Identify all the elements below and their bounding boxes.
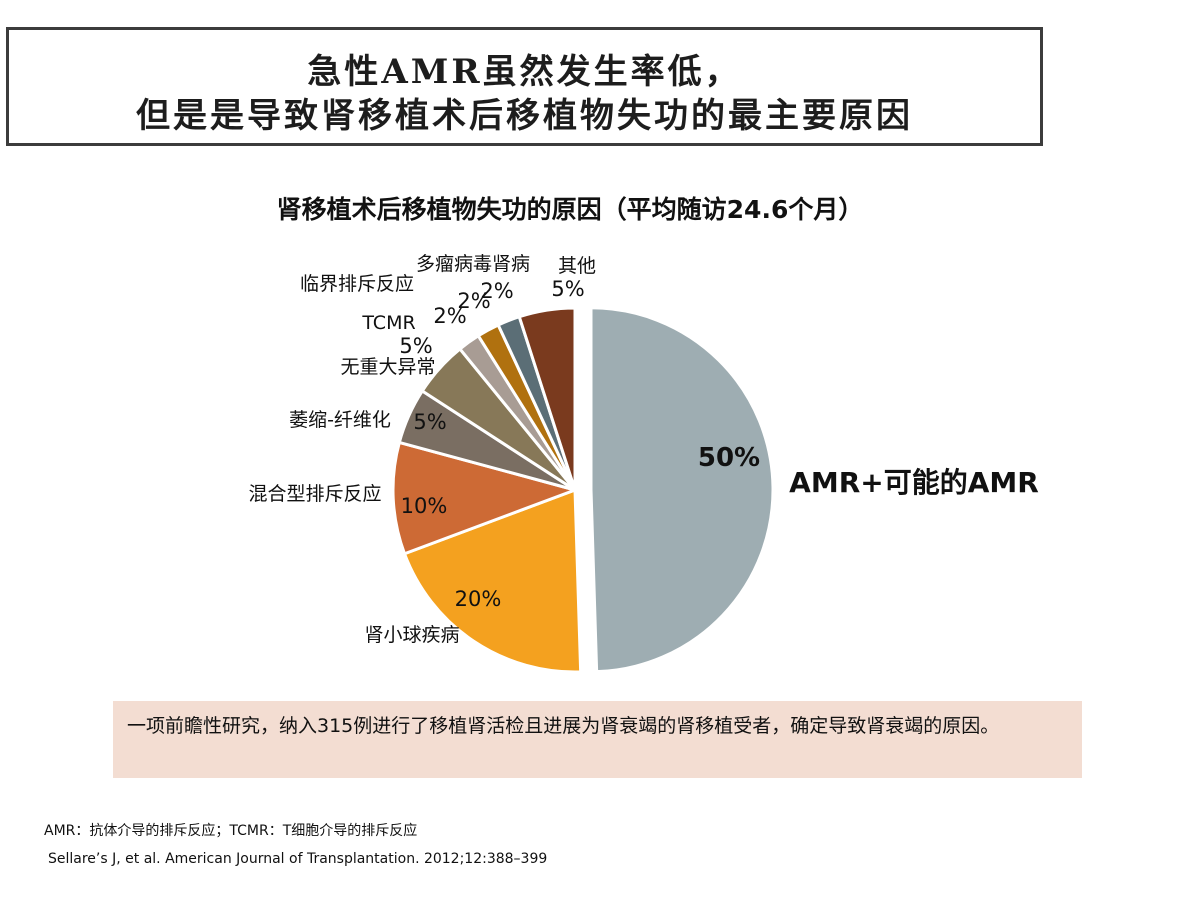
study-description-text: 一项前瞻性研究，纳入315例进行了移植肾活检且进展为肾衰竭的肾移植受者，确定导致… [127, 715, 1000, 737]
pie-slice-2 [402, 487, 583, 674]
slice-value-label-7: 2% [457, 289, 490, 313]
abbreviation-footnote: AMR：抗体介导的排斥反应；TCMR：T细胞介导的排斥反应 [44, 823, 418, 839]
slice-value-label-9: 5% [551, 277, 584, 301]
slice-category-label-4: 萎缩-纤维化 [289, 409, 391, 431]
reference-footnote: Sellare’s J, et al. American Journal of … [48, 851, 548, 867]
title-box: 急性AMR虽然发生率低， 但是是导致肾移植术后移植物失功的最主要原因 [6, 27, 1043, 146]
slice-value-label-6: 2% [433, 304, 466, 328]
slice-value-label-8: 2% [480, 279, 513, 303]
study-description-box: 一项前瞻性研究，纳入315例进行了移植肾活检且进展为肾衰竭的肾移植受者，确定导致… [113, 701, 1082, 778]
slice-value-label-3: 10% [401, 494, 448, 518]
slice-value-label-1: 50% [698, 443, 760, 473]
slice-category-label-7: 临界排斥反应 [300, 273, 414, 295]
slice-category-label-3: 混合型排斥反应 [248, 483, 381, 505]
slide-title-line-2: 但是是导致肾移植术后移植物失功的最主要原因 [136, 96, 913, 136]
slice-category-label-5: 无重大异常 [340, 356, 435, 378]
slice-value-label-5: 5% [399, 334, 432, 358]
chart-title: 肾移植术后移植物失功的原因（平均随访24.6个月） [276, 195, 864, 224]
slice-value-label-4: 5% [413, 410, 446, 434]
slice-category-label-1: AMR+可能的AMR [789, 466, 1039, 499]
slice-value-label-2: 20% [455, 587, 502, 611]
slice-category-label-9: 其他 [558, 255, 596, 277]
slice-category-label-8: 多瘤病毒肾病 [416, 253, 530, 275]
slice-category-label-2: 肾小球疾病 [364, 624, 459, 646]
slice-category-label-6: TCMR [361, 312, 415, 334]
pie-slice-3 [391, 440, 580, 556]
pie-slice-1 [589, 306, 775, 674]
slide-title-line-1: 急性AMR虽然发生率低， [307, 52, 742, 92]
pie-slice-9 [517, 306, 577, 491]
